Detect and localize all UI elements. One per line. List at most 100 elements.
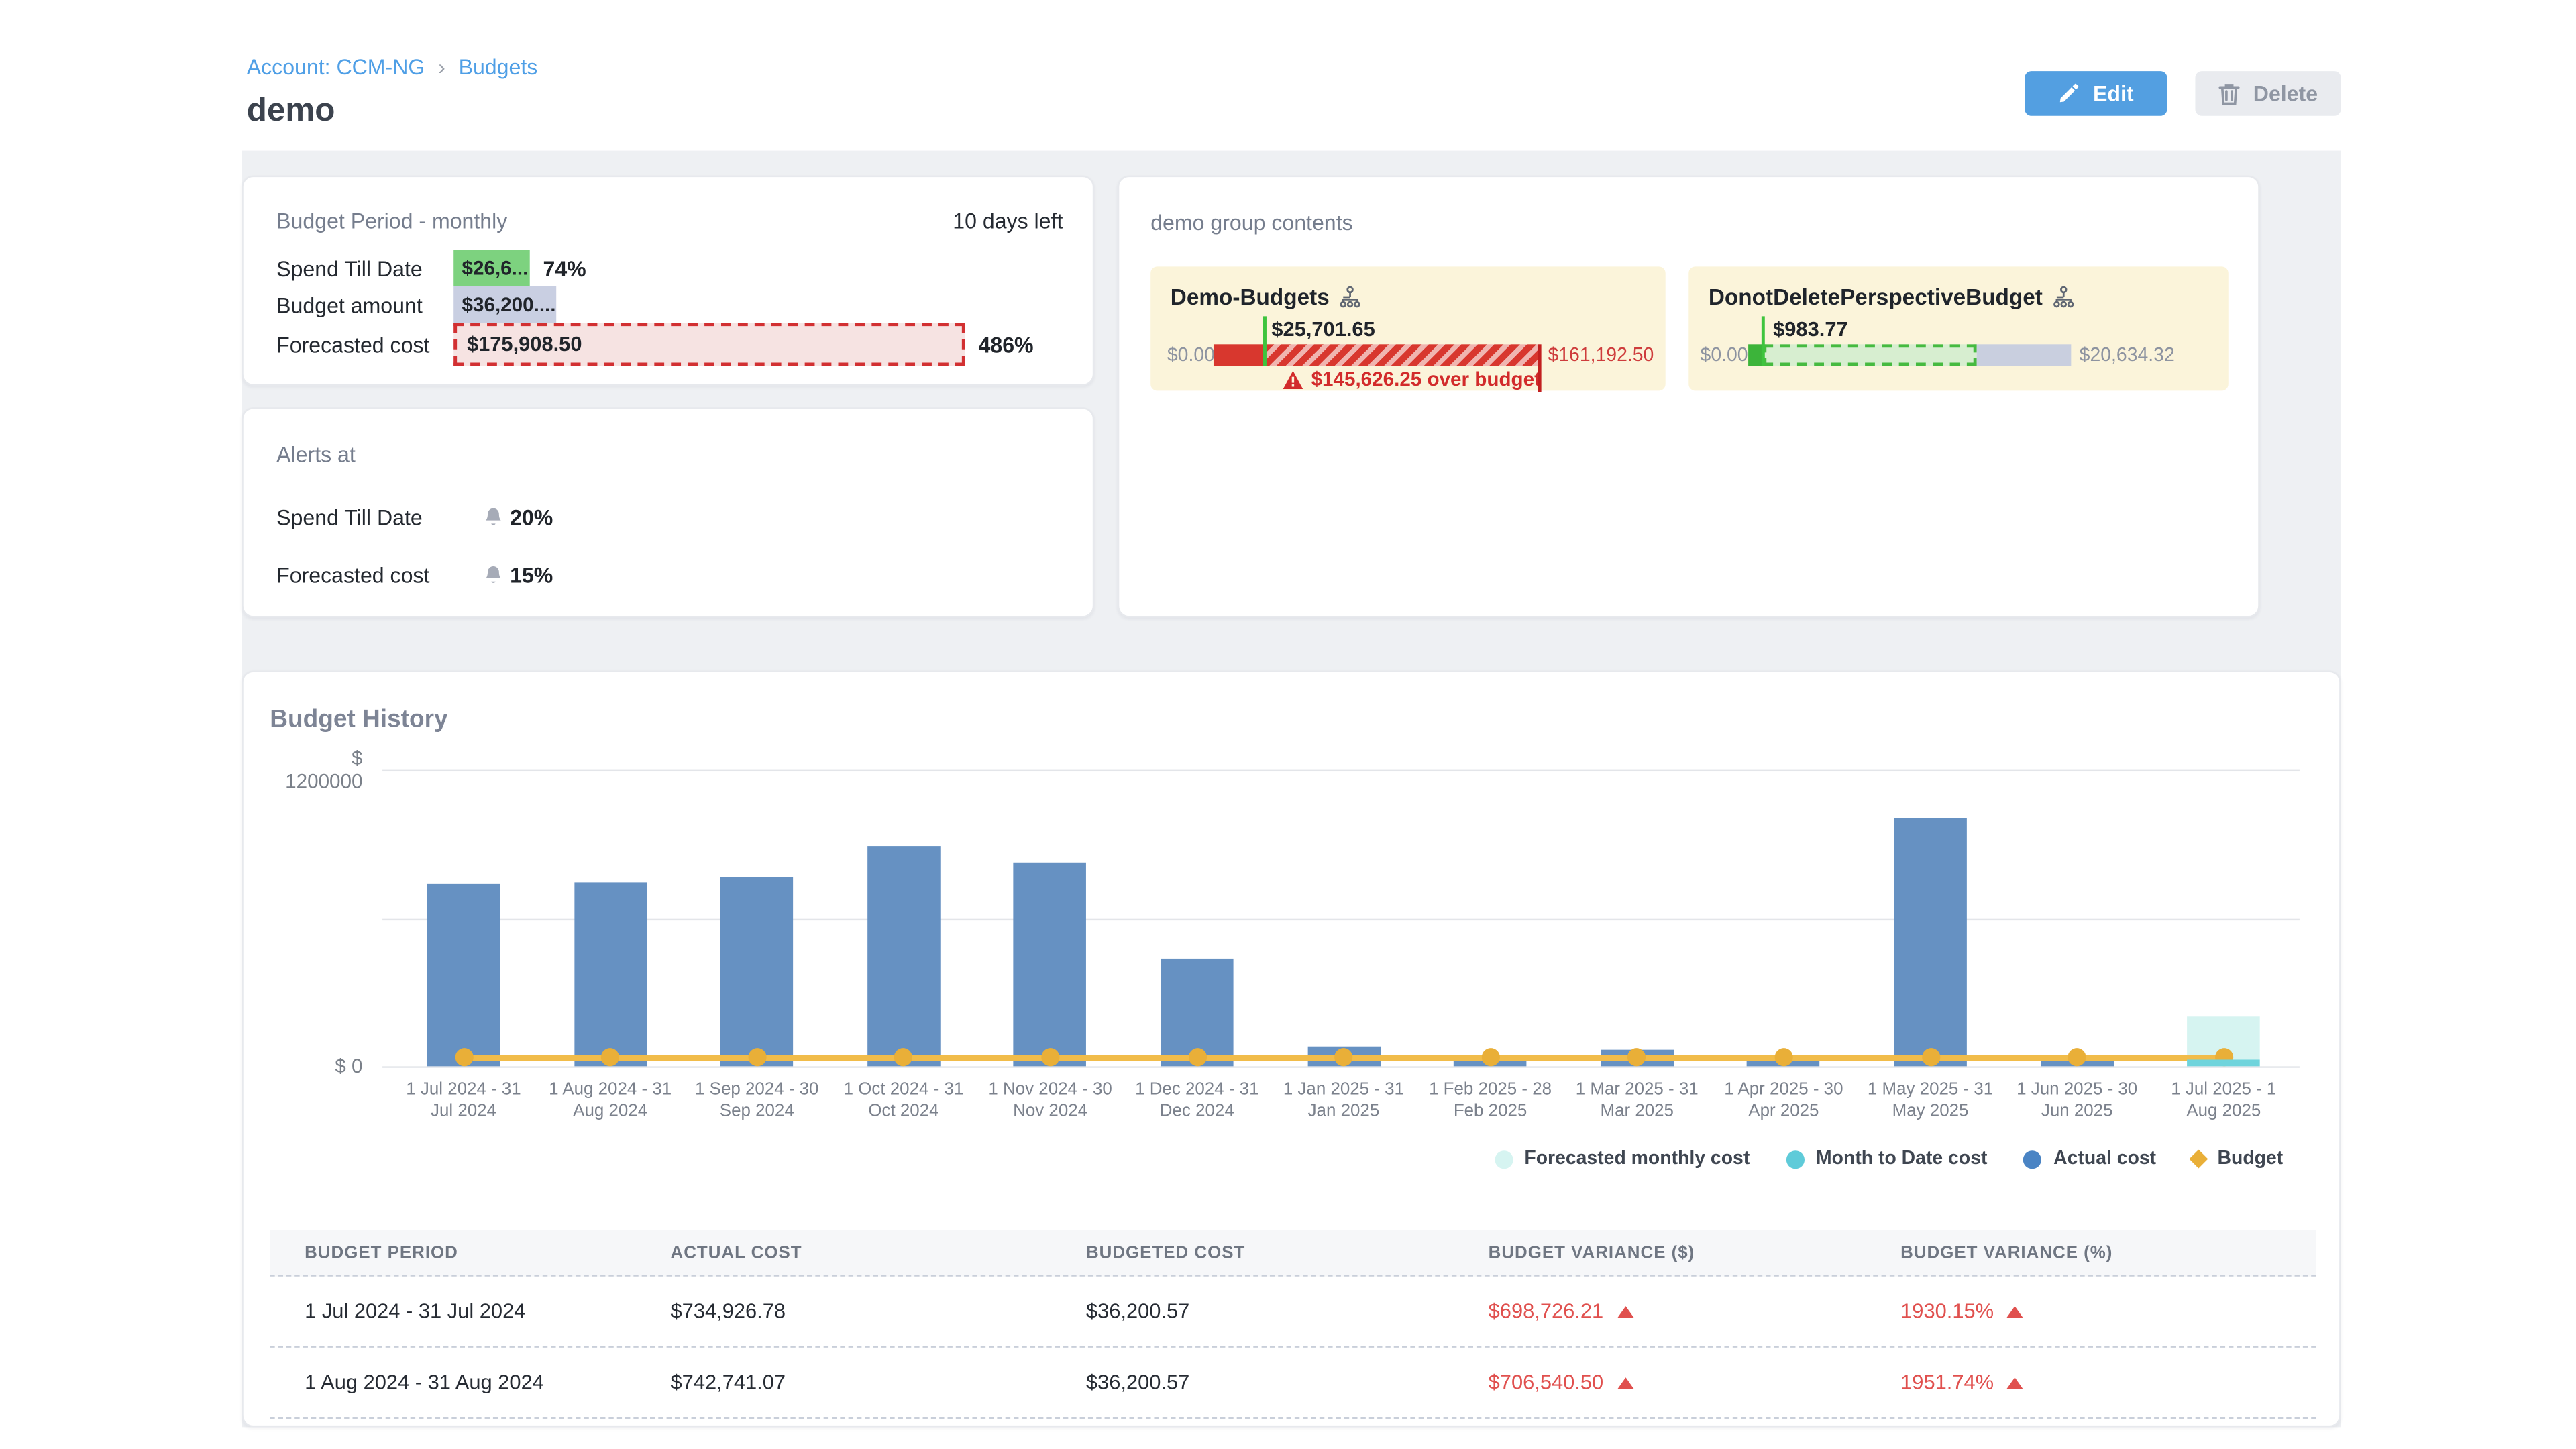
- bar-max-label: $161,192.50: [1548, 345, 1654, 366]
- table-cell: $706,540.50: [1489, 1371, 1901, 1394]
- legend-label: Budget: [2217, 1148, 2284, 1169]
- legend-item-budget[interactable]: Budget: [2190, 1148, 2284, 1169]
- x-axis-category-label: 1 Oct 2024 - 31 Oct 2024: [843, 1079, 964, 1121]
- budget-period-card-title: Budget Period - monthly: [276, 208, 508, 233]
- x-axis-category-label: 1 Jan 2025 - 31 Jan 2025: [1283, 1079, 1404, 1121]
- alert-row-spend: Spend Till Date 20%: [276, 505, 1063, 530]
- x-axis-category-label: 1 Apr 2025 - 30 Apr 2025: [1724, 1079, 1843, 1121]
- over-budget-text: $145,626.25 over budget: [1311, 367, 1541, 391]
- breadcrumb-account-link[interactable]: Account: CCM-NG: [246, 54, 425, 80]
- budget-tile-name: Demo-Budgets: [1170, 284, 1330, 310]
- budget-line-marker: [1041, 1048, 1060, 1067]
- actual-cost-bar: [427, 884, 500, 1067]
- actual-cost-bar: [1014, 862, 1087, 1067]
- table-cell: $36,200.57: [1085, 1299, 1190, 1323]
- page-title: demo: [246, 93, 335, 129]
- table-cell: $36,200.57: [1085, 1371, 1190, 1394]
- spend-till-date-bar: $26,6...: [453, 250, 530, 286]
- edit-button-label: Edit: [2092, 80, 2134, 106]
- budget-tile-name: DonotDeletePerspectiveBudget: [1708, 284, 2043, 310]
- budget-line-marker: [1334, 1048, 1353, 1067]
- actual-cost-bar: [1894, 818, 1967, 1067]
- table-cell: 1 Jul 2024 - 31 Jul 2024: [305, 1299, 526, 1323]
- bar-min-label: $0.00: [1167, 345, 1215, 366]
- variance-up-icon: [1616, 1377, 1633, 1389]
- edit-button[interactable]: Edit: [2025, 71, 2167, 116]
- legend-dot-marker: [2023, 1149, 2042, 1169]
- over-budget-alert: $145,626.25 over budget: [1283, 367, 1541, 391]
- x-axis-category-label: 1 Dec 2024 - 31 Dec 2024: [1135, 1079, 1259, 1121]
- budget-tile-donotdelete[interactable]: DonotDeletePerspectiveBudget $983.77 $0.…: [1688, 266, 2229, 391]
- column-header: BUDGET PERIOD: [305, 1242, 458, 1263]
- spend-marker-line: [1761, 316, 1765, 366]
- chevron-right-icon: ›: [438, 54, 445, 80]
- table-row[interactable]: 1 Aug 2024 - 31 Aug 2024 $742,741.07 $36,2…: [270, 1348, 2316, 1419]
- column-header: BUDGETED COST: [1085, 1242, 1246, 1263]
- x-axis-category-label: 1 Jun 2025 - 30 Jun 2025: [2017, 1079, 2138, 1121]
- month-to-date-bar: [2187, 1059, 2261, 1067]
- budget-history-table: BUDGET PERIOD ACTUAL COST BUDGETED COST BUD…: [270, 1230, 2316, 1419]
- budget-history-title: Budget History: [270, 705, 448, 734]
- budget-line-marker: [1481, 1048, 1500, 1067]
- budget-line-marker: [747, 1048, 766, 1067]
- legend-label: Actual cost: [2053, 1148, 2157, 1169]
- chart-gridline: [382, 769, 2300, 772]
- budget-line-marker: [601, 1048, 620, 1067]
- column-header: ACTUAL COST: [670, 1242, 802, 1263]
- table-cell: $742,741.07: [670, 1371, 786, 1394]
- alerts-card: Alerts at Spend Till Date 20% Forecasted…: [241, 407, 1095, 618]
- budget-line-marker: [2068, 1048, 2086, 1067]
- chart-gridline: [382, 1066, 2300, 1068]
- bell-icon: [484, 506, 504, 528]
- alert-forecast-label: Forecasted cost: [276, 563, 430, 588]
- x-axis-category-label: 1 Jul 2024 - 31 Jul 2024: [406, 1079, 521, 1121]
- variance-up-icon: [2006, 1306, 2024, 1318]
- legend-item-month-to-date-cost[interactable]: Month to Date cost: [1786, 1148, 1988, 1169]
- budget-line-marker: [1187, 1048, 1206, 1067]
- table-cell: 1930.15%: [1900, 1299, 2316, 1323]
- spend-marker-value: $983.77: [1773, 317, 1848, 341]
- spent-segment: [1748, 344, 1764, 366]
- alert-row-forecast: Forecasted cost 15%: [276, 563, 1063, 588]
- x-axis-category-label: 1 May 2025 - 31 May 2025: [1867, 1079, 1994, 1121]
- breadcrumb-budgets-link[interactable]: Budgets: [458, 54, 538, 80]
- breadcrumb: Account: CCM-NG › Budgets: [247, 54, 538, 79]
- legend-item-actual-cost[interactable]: Actual cost: [2023, 1148, 2157, 1169]
- budget-period-card: Budget Period - monthly 10 days left Spe…: [241, 175, 1095, 386]
- budget-usage-bar: [1213, 344, 1540, 366]
- spend-till-date-percent: 74%: [543, 256, 586, 281]
- group-contents-card: demo group contents Demo-Budgets $25,701…: [1117, 175, 2260, 618]
- spend-till-date-label: Spend Till Date: [276, 256, 423, 281]
- alerts-card-title: Alerts at: [276, 441, 356, 467]
- actual-cost-bar: [720, 877, 794, 1067]
- column-header: BUDGET VARIANCE (%): [1900, 1242, 2113, 1263]
- column-header: BUDGET VARIANCE ($): [1488, 1242, 1695, 1263]
- table-cell: $698,726.21: [1489, 1299, 1901, 1323]
- x-axis-category-label: 1 Sep 2024 - 30 Sep 2024: [695, 1079, 819, 1121]
- chart-gridline: [382, 918, 2300, 920]
- delete-button[interactable]: Delete: [2195, 71, 2341, 116]
- budget-line-marker: [1774, 1048, 1793, 1067]
- table-row[interactable]: 1 Jul 2024 - 31 Jul 2024 $734,926.78 $36,2…: [270, 1277, 2316, 1348]
- warning-icon: [1283, 370, 1303, 388]
- bar-end-line: [1538, 344, 1542, 392]
- chart-legend: Forecasted monthly cost Month to Date cos…: [1494, 1148, 2284, 1169]
- y-axis-tick-label: $ 0: [335, 1055, 363, 1078]
- legend-item-forecasted-monthly-cost[interactable]: Forecasted monthly cost: [1494, 1149, 1750, 1169]
- hierarchy-icon: [2053, 286, 2074, 308]
- forecast-segment: [1763, 344, 1977, 366]
- budget-tile-demo-budgets[interactable]: Demo-Budgets $25,701.65 $0.00 $161,192.5…: [1150, 266, 1666, 392]
- alert-forecast-value: 15%: [510, 563, 553, 588]
- bell-icon: [484, 565, 504, 586]
- budget-amount-row: Budget amount $36,200....: [276, 286, 1063, 323]
- delete-button-label: Delete: [2253, 80, 2318, 106]
- table-cell: $734,926.78: [670, 1299, 786, 1323]
- x-axis-category-label: 1 Feb 2025 - 28 Feb 2025: [1429, 1079, 1552, 1121]
- x-axis-category-label: 1 Aug 2024 - 31 Aug 2024: [549, 1079, 672, 1121]
- table-header-row: BUDGET PERIOD ACTUAL COST BUDGETED COST BUD…: [270, 1230, 2316, 1277]
- legend-label: Month to Date cost: [1816, 1148, 1988, 1169]
- table-body: 1 Jul 2024 - 31 Jul 2024 $734,926.78 $36,2…: [270, 1277, 2316, 1419]
- alert-spend-value: 20%: [510, 504, 553, 530]
- forecasted-cost-label: Forecasted cost: [276, 331, 430, 357]
- variance-up-icon: [2006, 1377, 2024, 1389]
